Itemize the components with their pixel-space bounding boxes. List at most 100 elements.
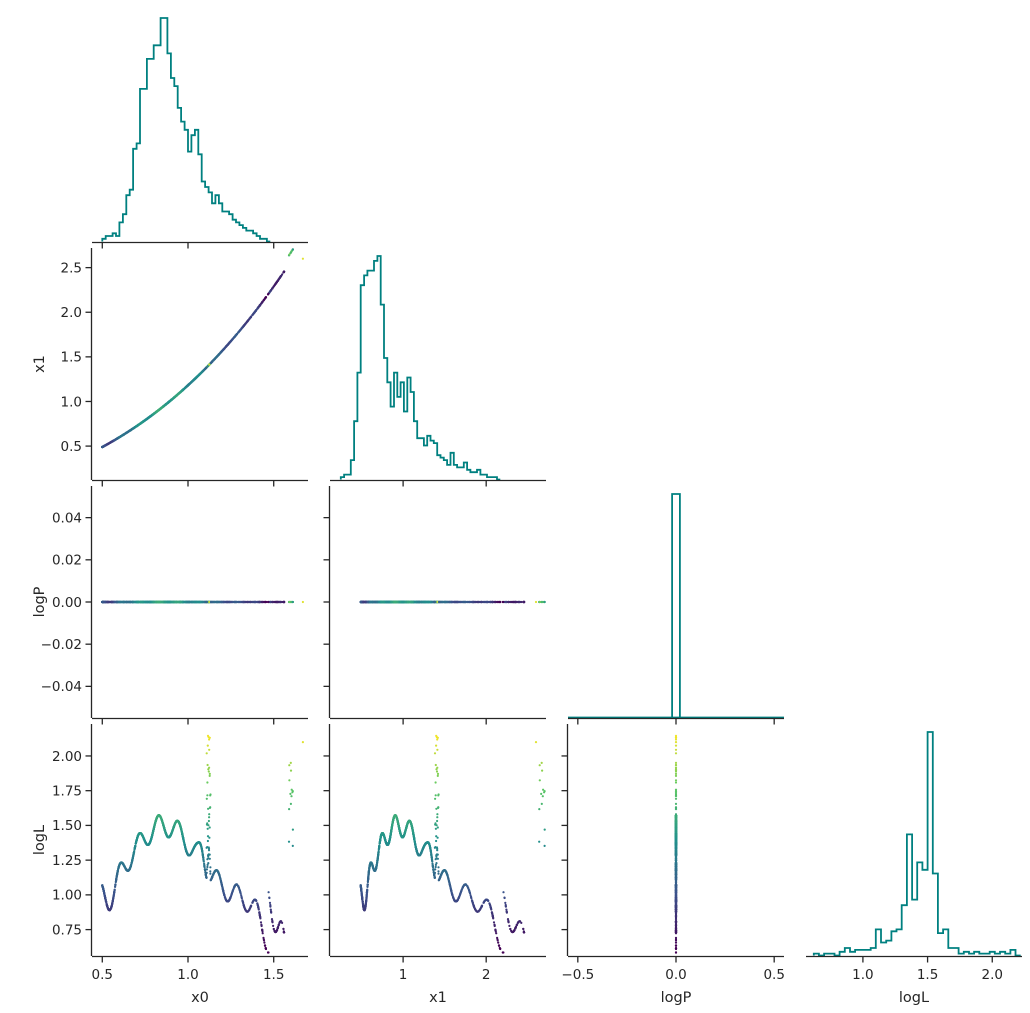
scatter-point xyxy=(264,600,267,604)
scatter-point xyxy=(205,600,208,604)
scatter-point xyxy=(241,326,244,329)
scatter-point xyxy=(288,253,291,256)
scatter-point xyxy=(245,321,248,324)
scatter-point xyxy=(171,600,174,604)
scatter-point xyxy=(258,600,261,604)
scatter-point xyxy=(251,313,254,317)
scatter-point xyxy=(271,600,274,604)
scatter-point xyxy=(271,287,274,290)
scatter-point xyxy=(261,301,264,304)
scatter-point xyxy=(148,415,151,418)
scatter-point xyxy=(114,600,117,604)
scatter-point xyxy=(137,423,140,426)
scatter-point xyxy=(235,600,238,604)
scatter-point xyxy=(167,400,170,404)
scatter-point xyxy=(212,359,215,362)
histogram-logP xyxy=(568,493,784,719)
scatter-point xyxy=(187,383,190,386)
scatter-point xyxy=(205,366,208,369)
scatter-point xyxy=(256,307,259,310)
scatter-point xyxy=(282,600,285,604)
scatter-point xyxy=(164,600,167,604)
scatter-point xyxy=(247,318,250,321)
scatter-point xyxy=(137,600,140,604)
scatter-point xyxy=(269,289,272,292)
scatter-point xyxy=(148,600,151,604)
scatter-point xyxy=(235,333,238,336)
scatter-point xyxy=(254,309,257,312)
scatter-point xyxy=(276,279,279,283)
scatter-point xyxy=(174,395,177,398)
scatter-point xyxy=(108,441,111,444)
scatter-point xyxy=(220,600,223,604)
scatter-point xyxy=(280,600,283,604)
scatter-point xyxy=(122,433,125,436)
scatter-point xyxy=(202,600,205,604)
scatter-point xyxy=(199,372,202,375)
scatter-point xyxy=(229,600,232,604)
scatter-point xyxy=(189,381,192,384)
scatter-point xyxy=(184,386,187,389)
scatter-point xyxy=(106,600,109,604)
scatter-point xyxy=(282,271,285,274)
scatter-point xyxy=(216,600,219,604)
scatter-point xyxy=(202,369,205,372)
scatter-point xyxy=(119,600,122,604)
scatter-point xyxy=(160,600,164,604)
scatter-point xyxy=(187,600,190,604)
scatter-point xyxy=(160,406,164,409)
scatter-point xyxy=(178,600,182,604)
scatter-point xyxy=(145,600,148,604)
scatter-point xyxy=(157,600,160,604)
scatter-point xyxy=(145,418,148,421)
scatter-point xyxy=(276,600,279,604)
scatter-point xyxy=(191,379,194,382)
scatter-point xyxy=(223,347,226,350)
scatter-point xyxy=(209,600,212,604)
scatter-point xyxy=(178,391,182,394)
scatter-point xyxy=(199,600,202,604)
scatter-point xyxy=(127,600,130,604)
scatter-point xyxy=(131,427,134,430)
scatter-point xyxy=(119,435,122,438)
scatter-point xyxy=(267,292,270,295)
scatter-point xyxy=(164,403,167,406)
histogram-logL xyxy=(812,731,1021,957)
scatter-point xyxy=(209,361,212,364)
scatter-point xyxy=(226,600,229,604)
scatter-point xyxy=(301,257,304,260)
scatter-point xyxy=(106,443,109,446)
scatter-layer xyxy=(101,248,678,954)
scatter-point xyxy=(274,282,278,285)
histogram-x1 xyxy=(339,255,501,481)
scatter-point xyxy=(110,440,113,443)
scatter-point xyxy=(140,421,144,424)
scatter-point xyxy=(262,299,265,302)
scatter-point xyxy=(133,600,137,604)
scatter-point xyxy=(193,600,196,604)
scatter-point xyxy=(225,345,228,348)
scatter-point xyxy=(110,600,113,604)
scatter-point xyxy=(103,444,106,447)
scatter-point xyxy=(239,328,242,332)
scatter-point xyxy=(193,378,196,381)
scatter-point xyxy=(241,600,244,604)
scatter-point xyxy=(157,409,160,412)
scatter-point xyxy=(258,304,261,308)
scatter-point xyxy=(249,316,252,319)
scatter-point xyxy=(247,600,250,604)
scatter-point xyxy=(184,600,187,604)
scatter-point xyxy=(129,428,133,431)
scatter-point xyxy=(140,600,144,604)
scatter-point xyxy=(226,343,229,346)
scatter-point xyxy=(301,600,304,604)
scatter-logP-vs-x0 xyxy=(101,600,304,604)
scatter-point xyxy=(264,296,267,299)
scatter-point xyxy=(114,438,117,441)
scatter-point xyxy=(127,430,130,433)
scatter-point xyxy=(125,600,128,604)
scatter-point xyxy=(272,285,275,288)
scatter-point xyxy=(245,600,248,604)
histogram-layer xyxy=(101,17,1021,957)
